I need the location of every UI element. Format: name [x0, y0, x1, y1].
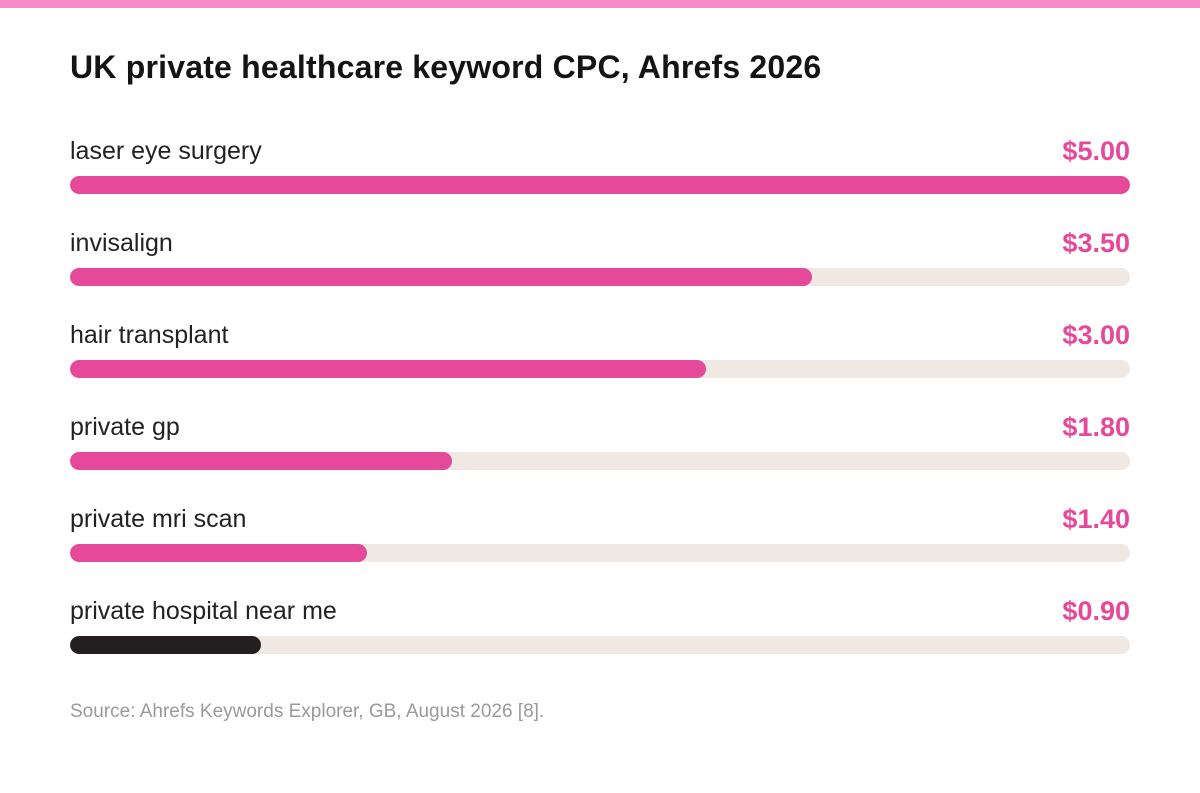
bar — [70, 544, 367, 562]
bar-value-label: $1.40 — [1062, 504, 1130, 534]
bar-value-label: $0.90 — [1062, 596, 1130, 626]
bar-row: private mri scan $1.40 — [70, 498, 1130, 568]
bar-category-label: private mri scan — [70, 505, 247, 533]
bar-track — [70, 176, 1130, 194]
bar-track — [70, 268, 1130, 286]
bar — [70, 176, 1130, 194]
top-accent-bar — [0, 0, 1200, 8]
bar-value-label: $3.50 — [1062, 228, 1130, 258]
source-note: Source: Ahrefs Keywords Explorer, GB, Au… — [70, 701, 545, 722]
bar-track — [70, 544, 1130, 562]
bar-category-label: private gp — [70, 413, 180, 441]
bar — [70, 636, 261, 654]
bar-value-label: $1.80 — [1062, 412, 1130, 442]
bar — [70, 360, 706, 378]
bar — [70, 268, 812, 286]
bar-category-label: laser eye surgery — [70, 137, 262, 165]
bar-category-label: invisalign — [70, 229, 173, 257]
bar-category-label: private hospital near me — [70, 597, 337, 625]
bar-row: hair transplant $3.00 — [70, 314, 1130, 384]
bar-value-label: $5.00 — [1062, 136, 1130, 166]
bar-row: invisalign $3.50 — [70, 222, 1130, 292]
bar-track — [70, 360, 1130, 378]
bar-row: laser eye surgery $5.00 — [70, 130, 1130, 200]
bar-value-label: $3.00 — [1062, 320, 1130, 350]
bar-row: private hospital near me $0.90 — [70, 590, 1130, 660]
bar-category-label: hair transplant — [70, 321, 229, 349]
bar-chart: laser eye surgery $5.00 invisalign $3.50 hai… — [70, 130, 1130, 670]
chart-title: UK private healthcare keyword CPC, Ahref… — [70, 49, 822, 85]
bar-row: private gp $1.80 — [70, 406, 1130, 476]
bar — [70, 452, 452, 470]
bar-track — [70, 636, 1130, 654]
bar-track — [70, 452, 1130, 470]
